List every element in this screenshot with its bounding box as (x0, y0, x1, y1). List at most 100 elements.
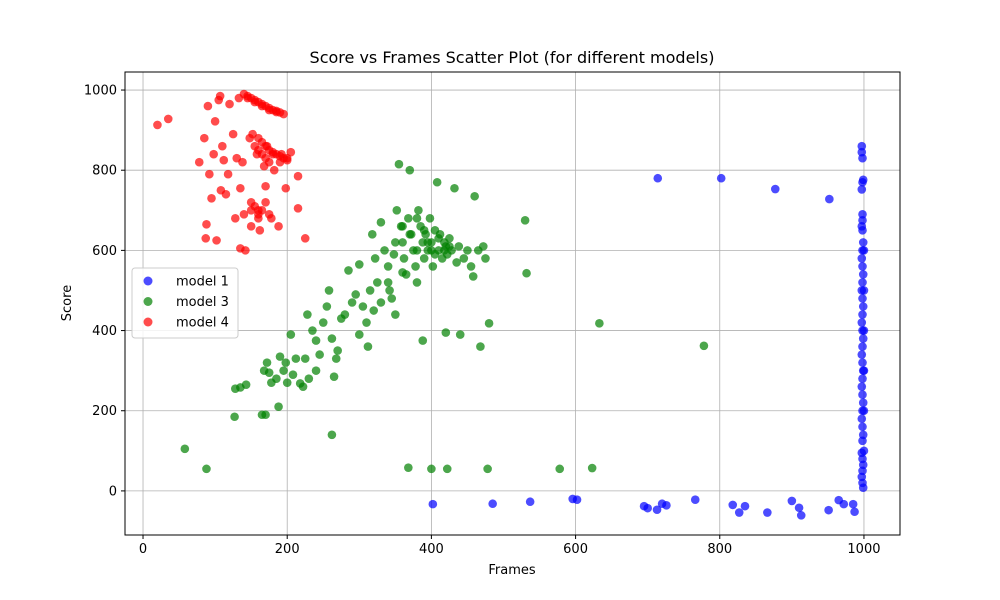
data-point (383, 278, 393, 287)
data-point (468, 272, 478, 281)
data-point (282, 155, 292, 165)
data-point (261, 197, 270, 207)
data-point (412, 278, 422, 287)
data-point (441, 328, 451, 337)
data-point (300, 354, 310, 363)
data-point (231, 214, 240, 223)
data-point (391, 238, 400, 247)
data-point (450, 183, 459, 193)
data-point (484, 319, 494, 328)
data-point (398, 238, 407, 247)
data-point (282, 378, 292, 387)
data-points (153, 89, 869, 520)
x-axis-label: Frames (488, 563, 536, 578)
data-point (324, 286, 334, 295)
x-tick-label: 400 (419, 542, 444, 557)
data-point (858, 153, 867, 163)
x-tick-label: 1000 (847, 542, 880, 557)
data-point (275, 352, 285, 361)
data-point (452, 258, 461, 267)
data-point (459, 254, 469, 263)
data-point (398, 268, 407, 277)
data-point (219, 155, 229, 165)
data-point (391, 310, 400, 319)
data-point (476, 342, 485, 351)
data-point (257, 205, 267, 215)
data-point (205, 169, 214, 179)
y-axis-label: Score (60, 285, 75, 321)
data-point (327, 430, 337, 440)
data-point (333, 346, 342, 355)
data-point (858, 398, 868, 408)
data-point (405, 165, 415, 175)
data-point (858, 294, 867, 303)
data-point (304, 374, 314, 383)
data-point (254, 214, 263, 223)
data-point (572, 495, 582, 505)
data-point (230, 412, 239, 422)
y-tick-label: 200 (92, 404, 117, 419)
data-point (858, 302, 868, 311)
data-point (394, 159, 404, 169)
data-point (255, 226, 265, 235)
data-point (387, 294, 397, 303)
data-point (291, 354, 301, 363)
y-tick-label: 600 (92, 244, 117, 259)
data-point (272, 374, 281, 383)
data-point (392, 205, 402, 215)
plot-frame (124, 71, 901, 536)
data-point (246, 222, 256, 231)
data-point (858, 358, 867, 367)
data-point (595, 319, 604, 328)
data-point (404, 214, 413, 223)
data-point (857, 350, 867, 359)
data-point (483, 464, 492, 474)
data-point (383, 262, 393, 271)
data-point (419, 226, 429, 235)
legend: model 1 model 3 model 4 (131, 267, 239, 339)
data-point (238, 157, 247, 167)
data-point (261, 181, 270, 191)
data-point (734, 508, 744, 517)
data-point (153, 120, 162, 130)
data-point (281, 183, 291, 193)
data-point (389, 250, 399, 259)
data-point (858, 374, 867, 383)
data-point (728, 500, 738, 510)
data-point (241, 380, 251, 389)
data-point (445, 242, 454, 251)
y-tick-label: 0 (109, 484, 117, 499)
legend-label: model 1 (176, 275, 229, 290)
data-point (331, 354, 341, 363)
axis-ticks: 0 200 400 600 800 1000 0 200 400 600 800 1000 (84, 84, 881, 557)
series-model-4 (153, 89, 310, 255)
x-tick-label: 200 (275, 542, 300, 557)
data-point (274, 222, 283, 231)
data-point (344, 266, 353, 275)
data-point (857, 382, 867, 391)
data-point (466, 262, 476, 271)
data-point (763, 508, 772, 517)
grid (125, 72, 900, 535)
data-point (202, 464, 211, 474)
data-point (311, 366, 321, 375)
data-point (455, 330, 465, 339)
data-point (201, 234, 211, 243)
data-point (202, 220, 211, 229)
data-point (690, 495, 700, 505)
data-point (653, 173, 663, 183)
data-point (412, 246, 422, 255)
data-point (311, 336, 321, 345)
data-point (858, 262, 867, 271)
legend-box (131, 267, 239, 339)
data-point (858, 422, 867, 432)
data-point (340, 310, 350, 319)
data-point (376, 218, 386, 227)
data-point (274, 402, 283, 412)
data-point (430, 250, 440, 259)
data-point (787, 496, 797, 506)
data-point (825, 194, 834, 204)
data-point (221, 189, 231, 199)
